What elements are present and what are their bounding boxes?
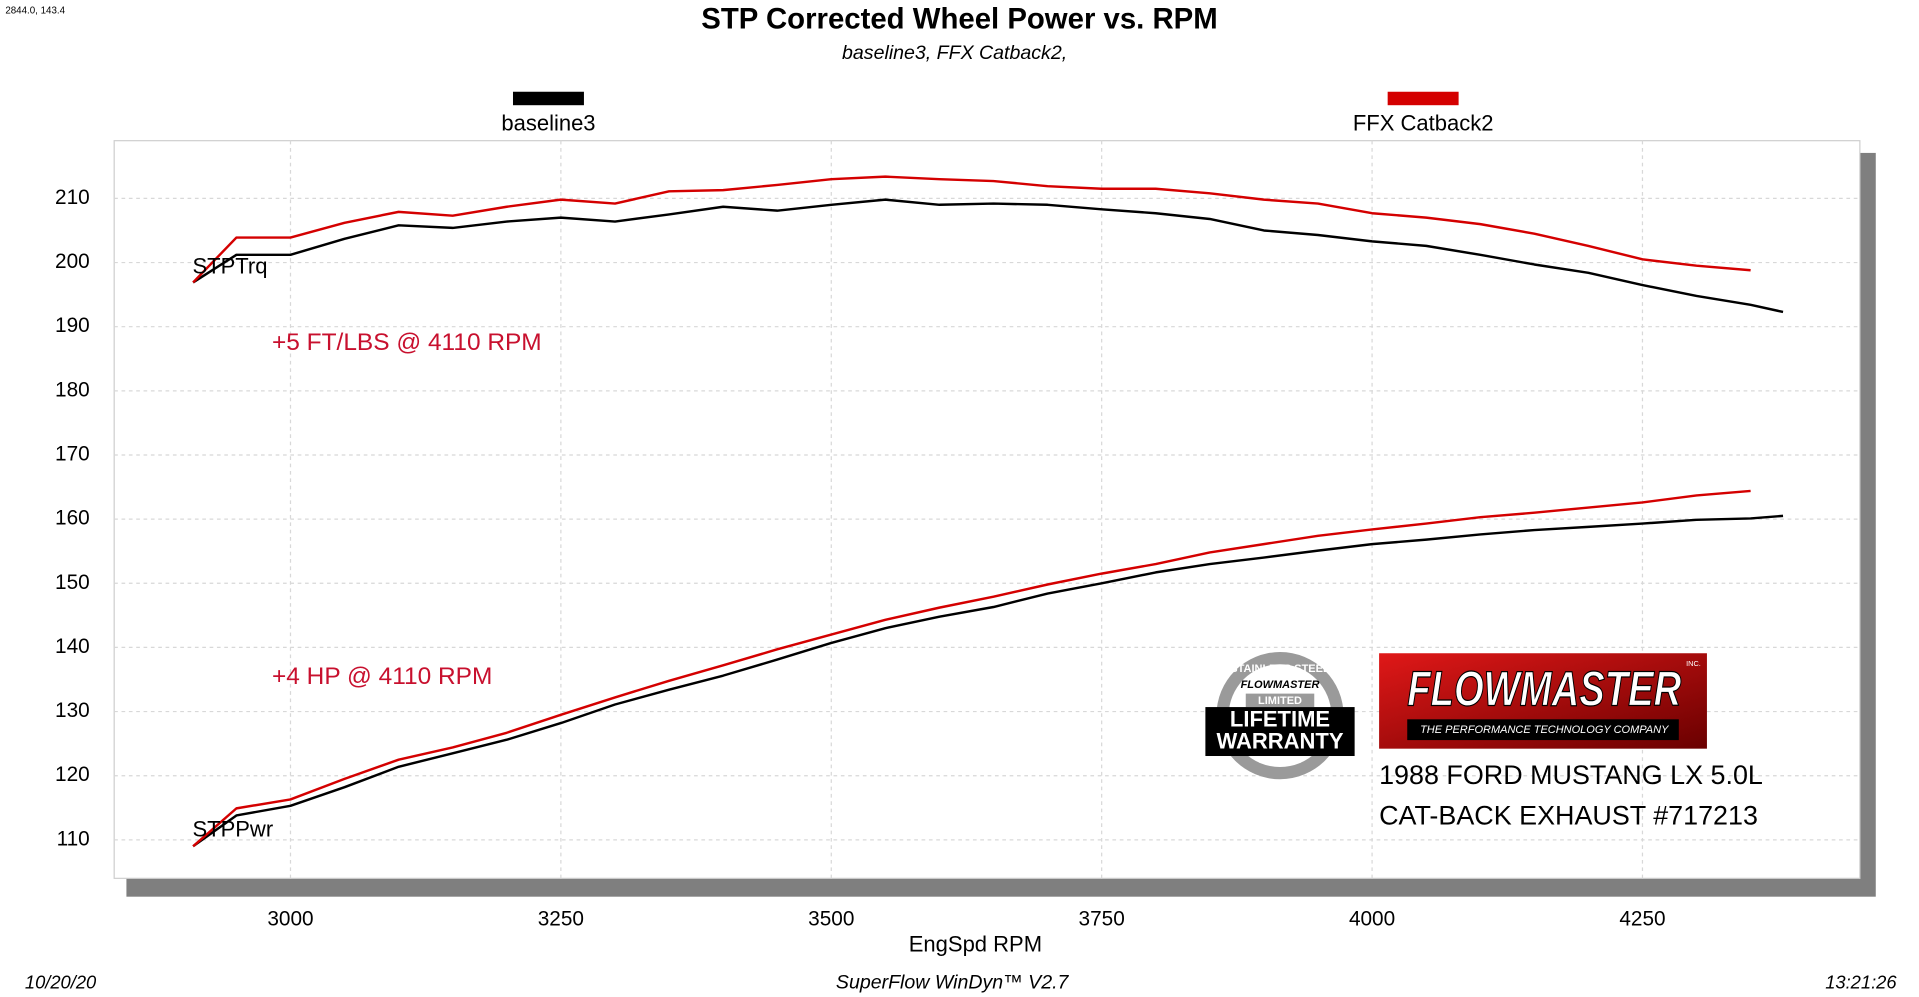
vehicle-text: CAT-BACK EXHAUST #717213 xyxy=(1379,800,1758,830)
y-tick-label: 160 xyxy=(55,507,90,530)
x-tick-label: 3500 xyxy=(808,907,854,930)
x-tick-label: 4250 xyxy=(1619,907,1665,930)
y-tick-label: 190 xyxy=(55,314,90,337)
logo-band xyxy=(1407,719,1679,741)
badge-text: FLOWMASTER xyxy=(1241,679,1320,691)
y-tick-label: 150 xyxy=(55,571,90,594)
curve-label: STPPwr xyxy=(192,816,273,841)
y-tick-label: 130 xyxy=(55,699,90,722)
footer-software: SuperFlow WinDyn™ V2.7 xyxy=(836,972,1070,994)
y-tick-label: 200 xyxy=(55,250,90,273)
logo-tagline: THE PERFORMANCE TECHNOLOGY COMPANY xyxy=(1420,724,1669,736)
curve-label: STPTrq xyxy=(192,254,267,279)
x-axis-label: EngSpd RPM xyxy=(909,931,1042,956)
x-tick-label: 4000 xyxy=(1349,907,1395,930)
badge-text: LIFETIME xyxy=(1230,706,1330,731)
legend-swatch xyxy=(512,91,584,106)
brand-logo: FLOWMASTER INC. THE PERFORMANCE TECHNOLO… xyxy=(1379,653,1707,749)
chart-subtitle: baseline3, FFX Catback2, xyxy=(842,42,1067,64)
y-tick-label: 210 xyxy=(55,186,90,209)
annotation: +5 FT/LBS @ 4110 RPM xyxy=(272,329,542,356)
annotation: +4 HP @ 4110 RPM xyxy=(272,663,492,690)
vehicle-text: 1988 FORD MUSTANG LX 5.0L xyxy=(1379,760,1763,790)
badge-band xyxy=(1245,693,1315,708)
y-tick-label: 180 xyxy=(55,378,90,401)
footer-time: 13:21:26 xyxy=(1825,971,1897,992)
y-tick-label: 110 xyxy=(57,827,90,850)
badge-text: STAINLESS STEEL xyxy=(1230,663,1330,675)
y-tick-label: 120 xyxy=(55,763,90,786)
y-tick-label: 140 xyxy=(55,635,90,658)
x-tick-label: 3000 xyxy=(267,907,313,930)
footer-date: 10/20/20 xyxy=(25,971,97,992)
logo-inc: INC. xyxy=(1686,659,1701,668)
x-tick-label: 3750 xyxy=(1079,907,1125,930)
x-tick-label: 3250 xyxy=(538,907,584,930)
chart-title: STP Corrected Wheel Power vs. RPM xyxy=(701,3,1217,36)
badge-text: LIMITED xyxy=(1258,695,1302,707)
warranty-badge: STAINLESS STEEL FLOWMASTER LIMITED LIFET… xyxy=(1205,652,1355,780)
legend-label: baseline3 xyxy=(501,111,595,136)
badge-text: WARRANTY xyxy=(1216,728,1343,753)
data-line xyxy=(192,489,1751,848)
cursor-readout: 2844.0, 143.4 xyxy=(5,6,65,17)
legend-label: FFX Catback2 xyxy=(1353,111,1494,136)
y-tick-label: 170 xyxy=(55,442,90,465)
data-line xyxy=(192,198,1784,314)
data-line xyxy=(192,514,1784,848)
logo-text: FLOWMASTER xyxy=(1407,662,1681,716)
badge-bar xyxy=(1205,707,1355,757)
data-line xyxy=(192,175,1751,284)
legend-swatch xyxy=(1387,91,1459,106)
